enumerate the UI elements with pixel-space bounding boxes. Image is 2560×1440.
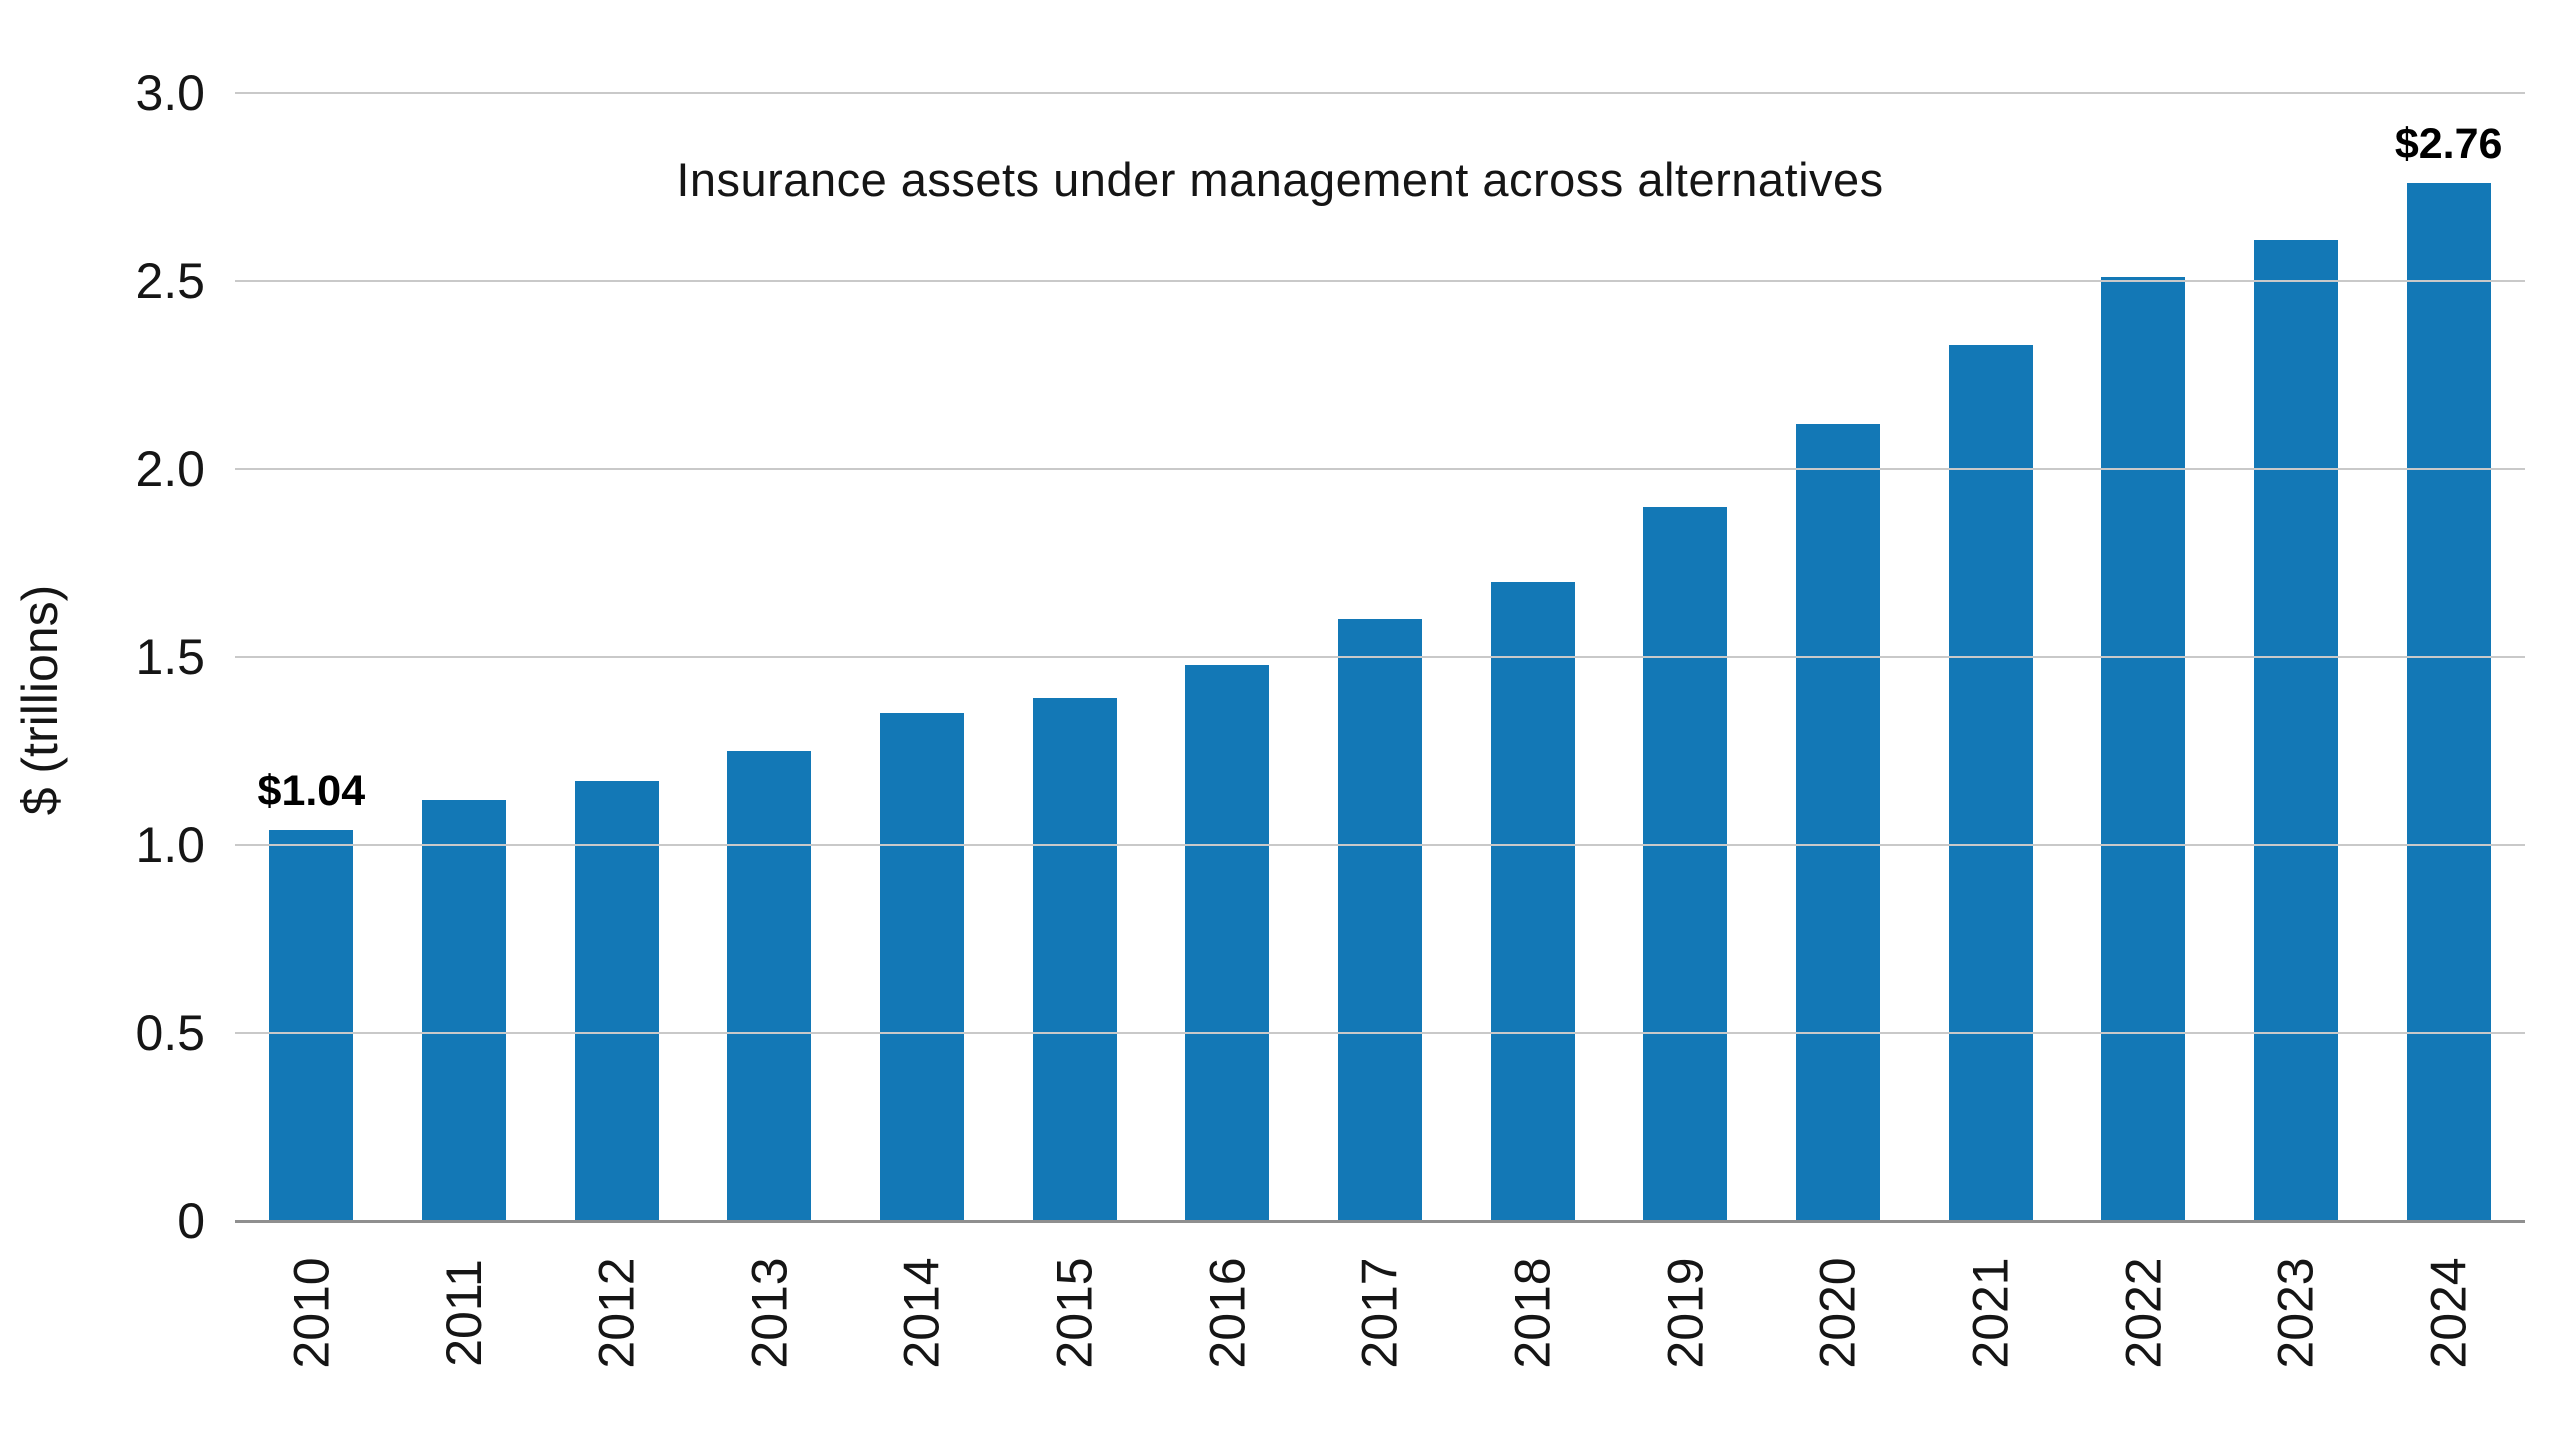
- gridline: [235, 656, 2525, 658]
- x-tick: 2018: [1458, 1233, 1608, 1393]
- x-tick-label: 2013: [741, 1257, 798, 1369]
- x-tick: 2022: [2068, 1233, 2218, 1393]
- x-tick: 2023: [2221, 1233, 2371, 1393]
- y-tick-label: 2.5: [135, 253, 205, 309]
- bar: [727, 751, 812, 1221]
- bar: [2254, 239, 2338, 1221]
- bar: [269, 829, 354, 1221]
- x-tick-label: 2012: [588, 1257, 645, 1369]
- bar: [574, 781, 659, 1221]
- gridline: [235, 468, 2525, 470]
- x-tick: 2019: [1610, 1233, 1760, 1393]
- x-tick: 2013: [694, 1233, 844, 1393]
- x-tick: 2016: [1152, 1233, 1302, 1393]
- gridline: [235, 280, 2525, 282]
- x-tick: 2020: [1763, 1233, 1913, 1393]
- x-tick-label: 2020: [1809, 1257, 1866, 1369]
- chart-title: Insurance assets under management across…: [676, 153, 1884, 206]
- bar: [2101, 277, 2186, 1221]
- x-axis-line: [235, 1220, 2525, 1223]
- bar: [1338, 619, 1422, 1221]
- x-tick-label: 2015: [1046, 1257, 1103, 1369]
- y-tick-label: 3.0: [135, 65, 205, 121]
- bar: [1948, 344, 2033, 1221]
- x-tick: 2017: [1305, 1233, 1455, 1393]
- x-tick-label: 2024: [2420, 1257, 2477, 1369]
- x-tick-label: 2019: [1657, 1257, 1714, 1369]
- x-tick-label: 2023: [2267, 1257, 2324, 1369]
- bar: [1185, 664, 1270, 1221]
- gridline: [235, 92, 2525, 94]
- x-tick: 2011: [389, 1233, 539, 1393]
- y-tick-label: 0.5: [135, 1005, 205, 1061]
- bar-value-label: $2.76: [2394, 120, 2503, 169]
- y-tick-label: 1.5: [135, 629, 205, 685]
- plot-area: $1.04 $2.76: [235, 92, 2525, 1223]
- y-tick-label: 0: [177, 1193, 205, 1249]
- x-tick-label: 2016: [1199, 1257, 1256, 1369]
- x-tick: 2010: [236, 1233, 386, 1393]
- x-tick: 2024: [2374, 1233, 2524, 1393]
- x-tick-label: 2021: [1962, 1257, 2019, 1369]
- bar: [2406, 183, 2491, 1221]
- bar-value-label: $1.04: [257, 766, 366, 815]
- y-tick-label: 1.0: [135, 817, 205, 873]
- bar: [1643, 506, 1728, 1221]
- x-tick-label: 2010: [283, 1257, 340, 1369]
- bar: [1796, 423, 1880, 1221]
- x-tick: 2021: [1916, 1233, 2066, 1393]
- x-tick-label: 2022: [2115, 1257, 2172, 1369]
- x-tick-label: 2018: [1504, 1257, 1561, 1369]
- bar: [1490, 581, 1575, 1221]
- gridline: [235, 844, 2525, 846]
- bar: [1032, 698, 1117, 1221]
- x-tick: 2012: [542, 1233, 692, 1393]
- bar: [880, 713, 964, 1221]
- y-tick-label: 2.0: [135, 441, 205, 497]
- bar: [422, 799, 506, 1221]
- x-tick-label: 2011: [436, 1259, 492, 1367]
- y-axis-label: $ (trillions): [12, 584, 68, 816]
- x-tick-label: 2017: [1351, 1257, 1408, 1369]
- x-tick: 2014: [847, 1233, 997, 1393]
- gridline: [235, 1032, 2525, 1034]
- x-tick-label: 2014: [893, 1257, 950, 1369]
- x-tick: 2015: [1000, 1233, 1150, 1393]
